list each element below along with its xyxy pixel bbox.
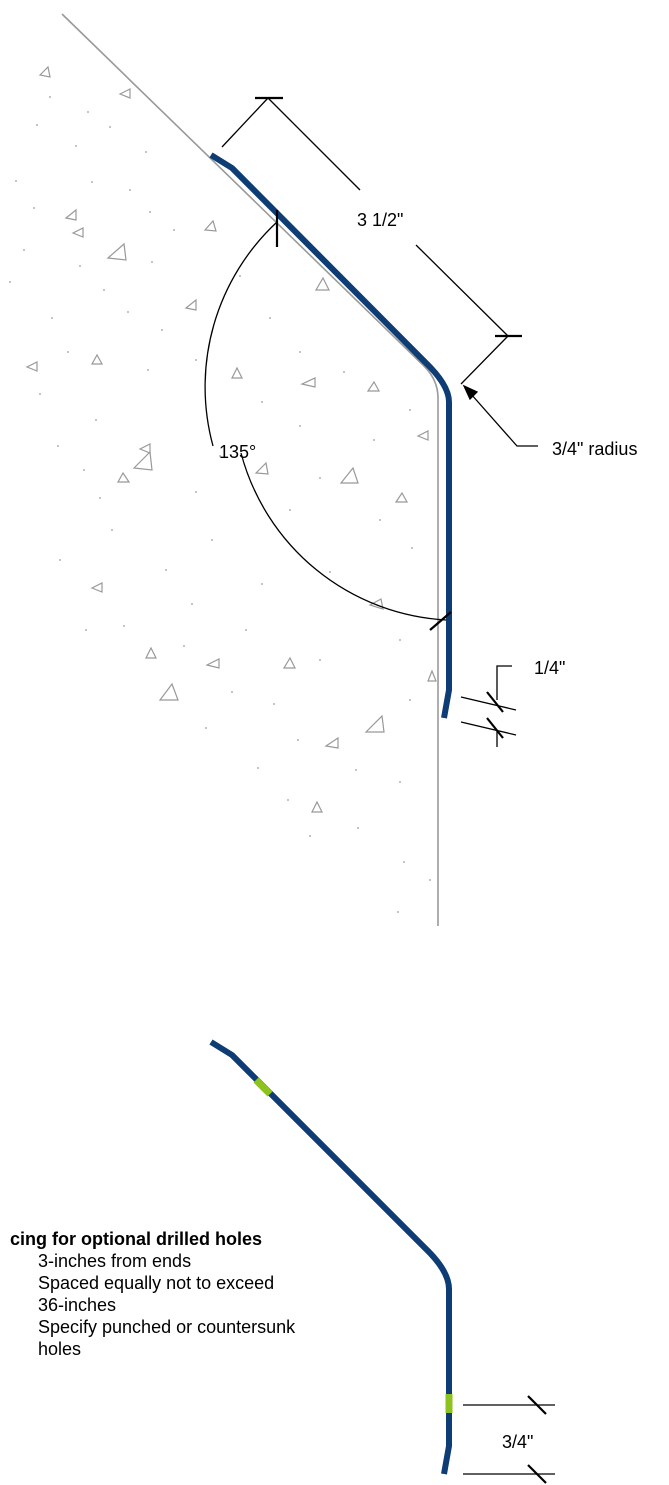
notes-line: 36-inches <box>38 1295 117 1315</box>
end-offset-dimension <box>463 1395 555 1484</box>
angle-dimension <box>204 210 452 631</box>
notes-line: Specify punched or countersunk <box>38 1317 296 1337</box>
end-offset-label: 3/4" <box>502 1432 534 1452</box>
hem-dimension <box>460 665 517 747</box>
aggregate-dots <box>9 96 431 913</box>
angle-label: 135° <box>219 442 257 462</box>
aggregate-triangles <box>25 65 437 813</box>
notes-line: holes <box>38 1339 82 1359</box>
concrete-section <box>9 13 439 926</box>
concrete-edge-outline <box>61 13 439 926</box>
notes-line: 3-inches from ends <box>38 1251 192 1271</box>
drilled-hole-marker-top <box>253 1077 273 1097</box>
notes-heading: cing for optional drilled holes <box>10 1229 263 1249</box>
flashing-profile-lower <box>209 1039 452 1475</box>
radius-leader <box>462 384 538 447</box>
flashing-profile-upper <box>209 152 452 719</box>
length-label: 3 1/2" <box>357 210 404 230</box>
drilled-holes-notes: cing for optional drilled holes 3-inches… <box>0 1228 420 1360</box>
length-dimension <box>221 96 522 385</box>
radius-label: 3/4" radius <box>552 439 638 459</box>
hem-label: 1/4" <box>534 658 566 678</box>
notes-line: Spaced equally not to exceed <box>38 1273 275 1293</box>
